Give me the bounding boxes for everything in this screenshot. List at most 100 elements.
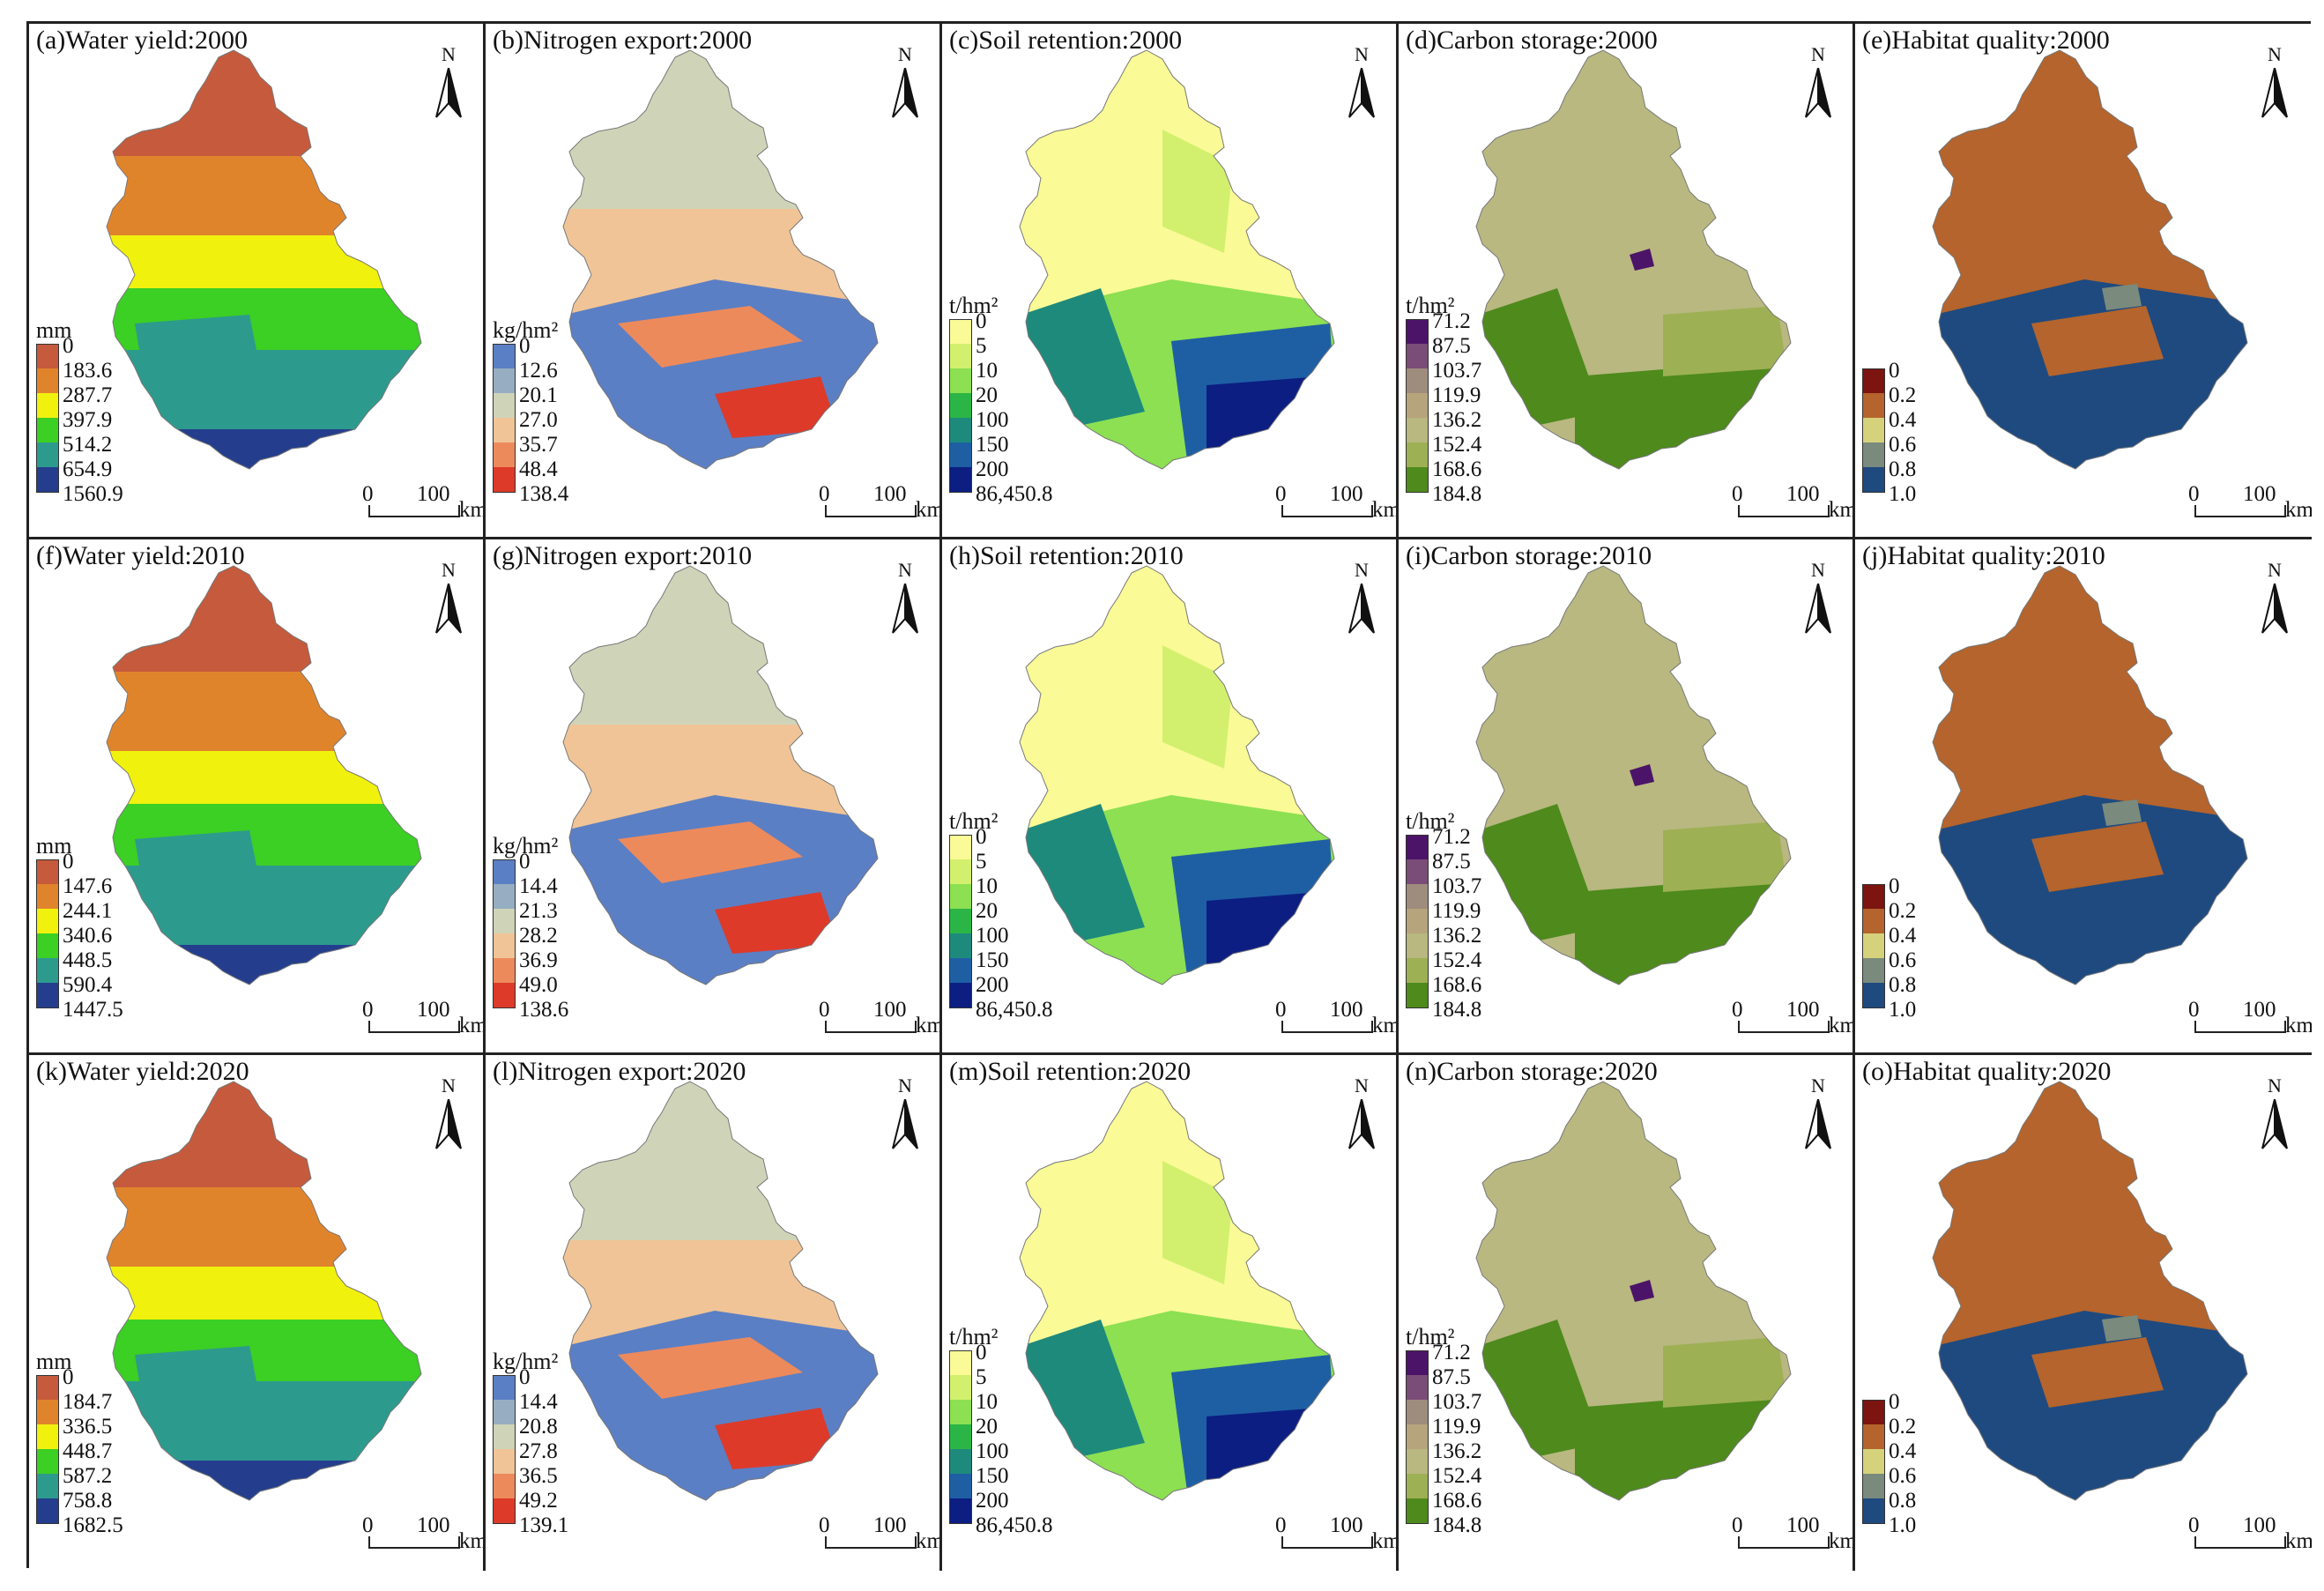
legend-label: 183.6 (63, 359, 113, 383)
legend-label: 100 (976, 1439, 1009, 1463)
legend-row: 49.0 (493, 974, 568, 1007)
legend-unit: t/hm² (1406, 808, 1455, 834)
legend-row: 71.2 (1406, 826, 1481, 859)
legend-label: 5 (976, 850, 987, 874)
map-panel-habitat: (o)Habitat quality:2020 N 0 0.2 0.4 0.6 0.8 1.0… (1855, 1055, 2312, 1571)
legend-swatch (1406, 1400, 1429, 1424)
map-legend: kg/hm² 0 14.4 21.3 28.2 36.9 49.0 138.6 (493, 834, 568, 1032)
legend-swatch (1406, 1449, 1429, 1474)
legend-swatch (493, 884, 516, 909)
legend-row: 1682.5 (36, 1514, 123, 1548)
legend-swatch (1862, 1474, 1885, 1498)
legend-label: 136.2 (1432, 408, 1482, 432)
north-arrow-icon: N (1797, 559, 1839, 638)
scale-zero: 0 (2188, 482, 2200, 506)
north-label: N (1811, 1074, 1825, 1097)
legend-swatch (36, 1523, 59, 1524)
map-legend: t/hm² 71.2 87.5 103.7 119.9 136.2 152.4 168.6 18… (1406, 809, 1481, 1032)
legend-swatch (949, 1400, 972, 1424)
region-map (1019, 1081, 1335, 1501)
legend-row: 139.1 (493, 1514, 568, 1548)
legend-swatch (36, 884, 59, 909)
scale-line (368, 505, 460, 517)
scale-hundred: 100 (873, 482, 907, 506)
scale-hundred: 100 (1786, 1513, 1820, 1537)
scale-unit: km (1829, 1014, 1855, 1037)
legend-label: 1.0 (1889, 1513, 1917, 1537)
legend-row: 397.9 (36, 409, 123, 442)
legend-label: 758.8 (63, 1489, 113, 1513)
scale-hundred: 100 (1330, 998, 1363, 1022)
legend-swatch (949, 1498, 972, 1523)
scale-bar: 0 100 km (2188, 1513, 2312, 1558)
legend-row: 0.6 (1862, 949, 1916, 983)
legend-label: 1.0 (1889, 998, 1917, 1022)
legend-swatch (36, 492, 59, 493)
north-label: N (1811, 43, 1825, 65)
map-zone (135, 830, 258, 892)
legend-row: 27.8 (493, 1440, 568, 1474)
legend-row: 36.5 (493, 1465, 568, 1498)
region-map (562, 565, 879, 985)
legend-unit: mm (36, 317, 72, 343)
legend-label: 49.2 (519, 1489, 558, 1513)
map-zone (135, 315, 258, 376)
region-boundary (1932, 1081, 2248, 1501)
legend-label: 86,450.8 (976, 1513, 1053, 1537)
scale-zero: 0 (362, 1513, 374, 1537)
legend-swatch (1862, 1007, 1885, 1008)
map-legend: t/hm² 0 5 10 20 100 150 200 86,450.8 (949, 1325, 1053, 1548)
north-arrow-icon: N (2253, 559, 2296, 638)
scale-unit: km (459, 1529, 486, 1553)
legend-label: 397.9 (63, 408, 113, 432)
legend-label: 0 (1889, 1390, 1900, 1414)
legend-row: 138.4 (493, 483, 568, 517)
legend-swatch (1406, 492, 1429, 493)
legend-swatch (949, 1424, 972, 1449)
map-legend: mm 0 183.6 287.7 397.9 514.2 654.9 1560.9 (36, 318, 123, 517)
legend-label: 0.2 (1889, 1415, 1917, 1439)
scale-line (825, 505, 917, 517)
panel-title: (f)Water yield:2010 (36, 541, 245, 570)
legend-label: 86,450.8 (976, 998, 1053, 1022)
legend-label: 147.6 (63, 874, 113, 898)
north-arrow-icon: N (1340, 43, 1383, 123)
legend-row: 0 (36, 1366, 123, 1400)
legend-label: 36.9 (519, 948, 558, 972)
legend-swatch (1862, 884, 1885, 909)
north-arrow-icon: N (427, 559, 470, 638)
legend-label: 0.2 (1889, 899, 1917, 923)
map-zone (618, 1337, 803, 1399)
legend-swatch (1406, 835, 1429, 859)
legend-row: 287.7 (36, 384, 123, 418)
legend-swatch (493, 418, 516, 442)
map-zone (107, 1187, 421, 1267)
north-arrow-icon: N (884, 43, 926, 123)
legend-label: 654.9 (63, 457, 113, 481)
north-label: N (1355, 1074, 1369, 1097)
panel-title: (c)Soil retention:2000 (949, 26, 1183, 55)
region-boundary (1932, 565, 2248, 985)
legend-row: 1560.9 (36, 483, 123, 517)
legend-row: 71.2 (1406, 1342, 1481, 1375)
legend-label: 21.3 (519, 899, 558, 923)
scale-zero: 0 (1275, 482, 1287, 506)
legend-row: 0.2 (1862, 1416, 1916, 1449)
legend-label: 168.6 (1432, 457, 1482, 481)
legend-row: 184.8 (1406, 483, 1481, 517)
legend-row: 5 (949, 1366, 1053, 1400)
legend-row: 86,450.8 (949, 999, 1053, 1032)
legend-label: 0.4 (1889, 924, 1917, 948)
map-zone (2031, 1337, 2164, 1408)
legend-row: 0.2 (1862, 384, 1916, 418)
scale-zero: 0 (1275, 998, 1287, 1022)
legend-row: 1.0 (1862, 1514, 1916, 1548)
legend-label: 36.5 (519, 1464, 558, 1488)
legend-label: 287.7 (63, 383, 113, 407)
legend-label: 150 (976, 1464, 1009, 1488)
legend-label: 20.8 (519, 1415, 558, 1439)
legend-swatch (949, 1474, 972, 1498)
